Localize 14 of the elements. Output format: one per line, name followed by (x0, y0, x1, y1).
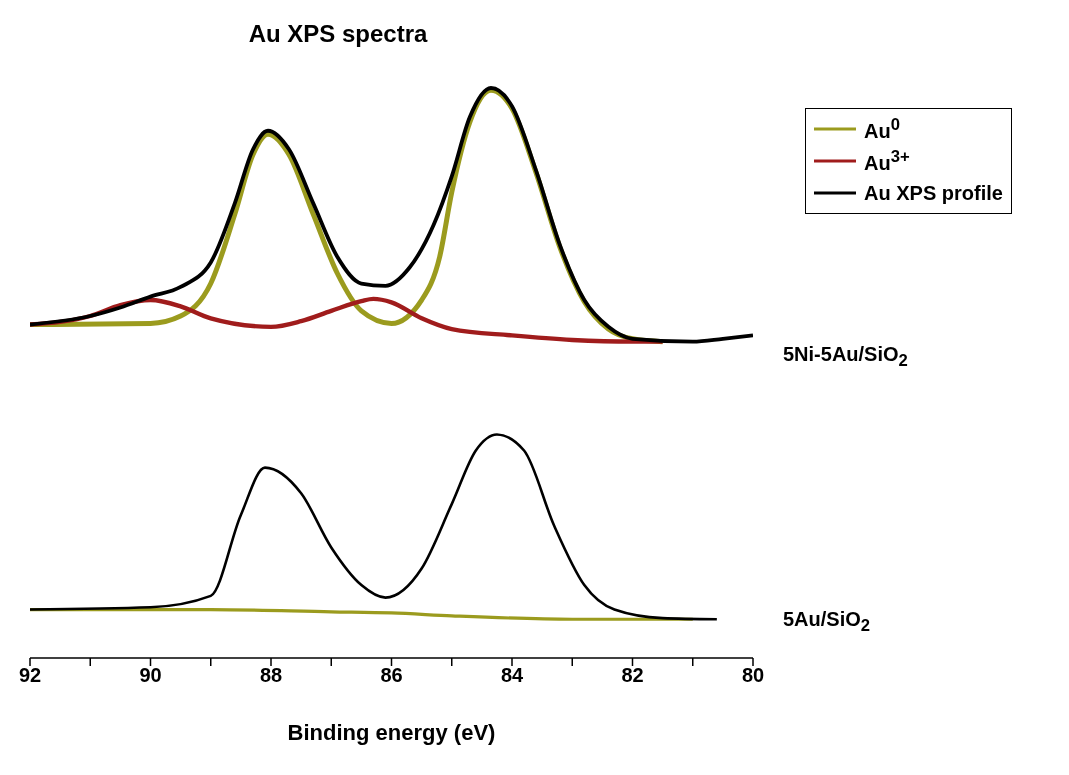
x-tick-label: 84 (500, 664, 524, 687)
x-tick-label: 88 (259, 664, 283, 687)
x-tick-label: 90 (139, 664, 162, 687)
x-tick-label: 82 (621, 664, 644, 687)
legend-label: Au$^{0}$ (864, 115, 900, 143)
x-tick-label: 80 (741, 664, 765, 687)
text: 5Au/SiO$_{2}$ (783, 608, 871, 636)
text: 5Ni-5Au/SiO$_{2}$ (783, 343, 908, 371)
x-tick-label: 92 (18, 664, 42, 687)
legend-label: Au XPS profile (864, 181, 1003, 205)
x-axis-title: Binding energy (eV) (286, 720, 497, 746)
chart-title: Au XPS spectra (247, 20, 429, 48)
x-tick-label: 86 (380, 664, 403, 687)
legend-label: Au$^{3+}$ (864, 147, 910, 175)
